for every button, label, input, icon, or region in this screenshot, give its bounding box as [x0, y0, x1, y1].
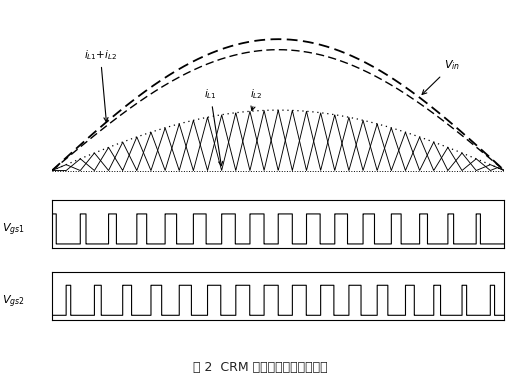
- Text: $i_{L2}$: $i_{L2}$: [250, 87, 263, 110]
- Text: $i_{L1}$: $i_{L1}$: [204, 87, 223, 166]
- Text: $V_{gs2}$: $V_{gs2}$: [2, 293, 25, 310]
- Text: $i_{L1}$+$i_{L2}$: $i_{L1}$+$i_{L2}$: [84, 48, 117, 122]
- Text: 图 2  CRM 模式电感电流理想波形: 图 2 CRM 模式电感电流理想波形: [193, 362, 327, 374]
- Text: $V_{gs1}$: $V_{gs1}$: [2, 222, 25, 238]
- Text: $V_{in}$: $V_{in}$: [422, 58, 460, 94]
